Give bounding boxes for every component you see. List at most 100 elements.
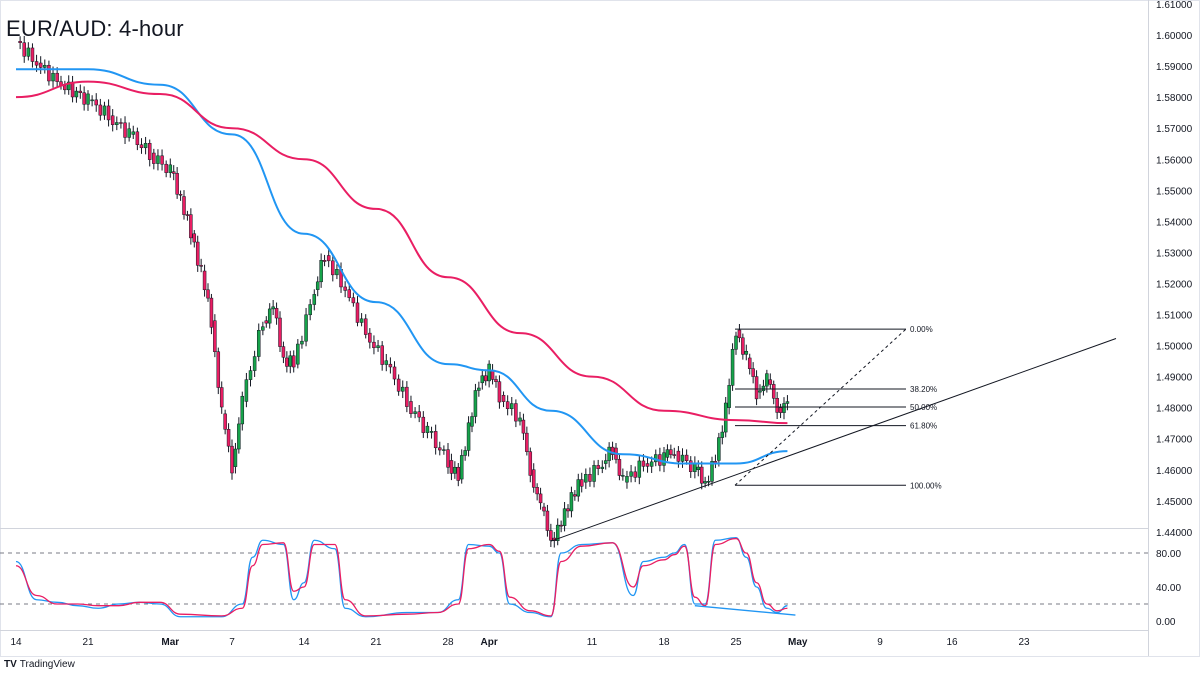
candle-up: [267, 308, 272, 324]
candle-up: [453, 466, 457, 474]
time-tick-label: 18: [658, 637, 670, 648]
candle-down: [209, 297, 214, 328]
candle-up: [518, 417, 522, 422]
oscillator-tick-label: 80.00: [1156, 549, 1181, 560]
candle-up: [237, 423, 241, 450]
price-tick-label: 1.50000: [1156, 342, 1193, 353]
candle-down: [579, 479, 584, 487]
stochastic-k-line: [15, 537, 788, 618]
candle-down: [160, 155, 164, 165]
time-tick-label: 21: [82, 637, 94, 648]
candle-up: [240, 395, 245, 425]
price-tick-label: 1.44000: [1156, 528, 1193, 539]
candle-up: [271, 306, 275, 310]
candle-down: [588, 474, 592, 482]
candle-down: [699, 466, 704, 484]
candle-up: [473, 390, 478, 417]
candle-down: [573, 494, 577, 497]
candle-down: [645, 463, 650, 467]
candle-up: [308, 304, 312, 316]
tradingview-logo-icon: TV: [4, 659, 17, 670]
candle-up: [233, 448, 238, 467]
candle-up: [562, 508, 567, 526]
candle-down: [322, 260, 327, 262]
time-tick-label: 23: [1018, 637, 1030, 648]
time-tick-label: 14: [10, 637, 22, 648]
candle-up: [26, 47, 31, 57]
candle-down: [433, 431, 438, 449]
time-tick-label: 25: [730, 637, 742, 648]
candle-down: [202, 270, 207, 291]
candle-down: [438, 447, 442, 451]
candle-up: [720, 431, 725, 438]
candle-down: [189, 214, 193, 239]
candle-down: [264, 320, 269, 324]
candle-down: [737, 329, 742, 339]
candle-down: [751, 368, 755, 377]
price-tick-label: 1.47000: [1156, 435, 1193, 446]
candle-down: [596, 465, 600, 469]
candle-up: [758, 390, 762, 393]
moving-average-fast-line: [15, 68, 788, 465]
price-tick-label: 1.61000: [1156, 0, 1193, 11]
candle-down: [22, 42, 26, 57]
candle-up: [252, 356, 257, 371]
fibonacci-level-label: 0.00%: [910, 325, 933, 334]
candle-down: [633, 471, 637, 478]
candle-down: [417, 411, 421, 418]
candle-down: [47, 64, 51, 82]
candle-down: [449, 460, 454, 474]
candle-down: [542, 506, 546, 512]
candle-up: [621, 475, 625, 477]
candle-up: [576, 479, 581, 497]
candle-up: [376, 345, 380, 349]
time-tick-label: 16: [946, 637, 958, 648]
candle-up: [680, 454, 685, 462]
candle-up: [304, 314, 308, 342]
time-tick-label: 14: [298, 637, 310, 648]
candle-up: [727, 385, 731, 408]
price-tick-label: 1.51000: [1156, 311, 1193, 322]
candle-up: [730, 349, 735, 386]
candle-up: [74, 90, 79, 98]
candle-up: [717, 437, 721, 461]
candle-up: [555, 524, 560, 541]
candle-up: [315, 281, 320, 290]
oscillator-divergence-line[interactable]: [694, 605, 796, 616]
candle-up: [384, 360, 389, 365]
tradingview-brand[interactable]: TV TradingView: [4, 659, 75, 670]
candle-down: [98, 104, 103, 116]
support-trendline[interactable]: [550, 338, 1117, 542]
candle-up: [710, 461, 714, 482]
candle-up: [637, 460, 642, 478]
candle-down: [152, 152, 156, 164]
candle-down: [355, 302, 360, 323]
price-tick-label: 1.48000: [1156, 404, 1193, 415]
candle-down: [223, 413, 227, 430]
candle-up: [244, 379, 249, 402]
fibonacci-level-label: 61.80%: [910, 422, 937, 431]
candle-up: [592, 465, 596, 482]
candle-down: [521, 419, 526, 434]
candle-up: [127, 128, 131, 138]
candle-down: [139, 144, 144, 149]
fibonacci-level-label: 100.00%: [910, 481, 942, 490]
candle-up: [296, 343, 300, 365]
candle-down: [343, 286, 347, 291]
price-tick-label: 1.52000: [1156, 279, 1193, 290]
candle-down: [192, 233, 197, 243]
candle-down: [688, 460, 693, 472]
candle-down: [213, 320, 217, 352]
candle-down: [669, 449, 673, 455]
candle-down: [219, 387, 224, 408]
candle-down: [175, 173, 179, 195]
candle-down: [185, 214, 190, 216]
candle-down: [531, 469, 536, 488]
price-tick-label: 1.46000: [1156, 466, 1193, 477]
candle-down: [676, 450, 681, 462]
candle-up: [510, 403, 514, 409]
candle-down: [388, 363, 393, 368]
candle-up: [66, 81, 71, 91]
candle-down: [135, 131, 140, 145]
candle-up: [734, 335, 738, 350]
